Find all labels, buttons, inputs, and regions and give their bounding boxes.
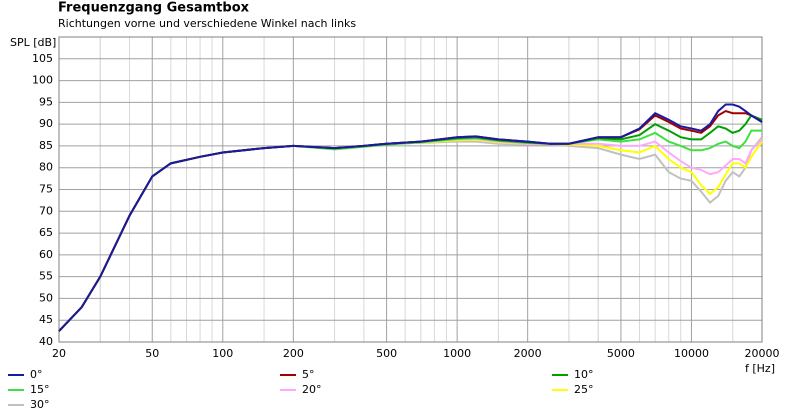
y-tick-label: 80 (39, 161, 53, 174)
chart-subtitle: Richtungen vorne und verschiedene Winkel… (58, 17, 356, 30)
x-tick-label: 500 (376, 347, 397, 360)
series-line (58, 129, 762, 332)
y-tick-label: 95 (39, 95, 53, 108)
y-tick-label: 60 (39, 248, 53, 261)
y-tick-label: 45 (39, 313, 53, 326)
legend-label: 25° (574, 383, 594, 396)
x-tick-label: 10000 (674, 347, 709, 360)
y-tick-label: 105 (32, 52, 53, 65)
x-tick-label: 2000 (514, 347, 542, 360)
legend-label: 30° (30, 398, 50, 411)
legend-label: 5° (302, 368, 315, 381)
chart-title: Frequenzgang Gesamtbox (58, 1, 250, 16)
legend-label: 20° (302, 383, 322, 396)
series-line (58, 103, 763, 332)
y-tick-label: 85 (39, 139, 53, 152)
legend-label: 15° (30, 383, 50, 396)
x-tick-label: 1000 (443, 347, 471, 360)
x-tick-label: 5000 (607, 347, 635, 360)
y-axis-label: SPL [dB] (10, 36, 56, 49)
x-axis-label: f [Hz] (745, 362, 775, 375)
y-tick-label: 75 (39, 183, 53, 196)
y-tick-label: 55 (39, 270, 53, 283)
x-tick-label: 200 (283, 347, 304, 360)
x-tick-label: 50 (145, 347, 159, 360)
y-tick-label: 40 (39, 335, 53, 348)
y-tick-label: 90 (39, 117, 53, 130)
y-tick-label: 100 (32, 74, 53, 87)
y-tick-label: 65 (39, 226, 53, 239)
x-tick-label: 20 (52, 347, 66, 360)
series-line (58, 136, 763, 332)
legend-label: 0° (30, 368, 43, 381)
y-tick-label: 70 (39, 204, 53, 217)
x-tick-label: 100 (212, 347, 233, 360)
x-tick-label: 20000 (745, 347, 780, 360)
legend-label: 10° (574, 368, 594, 381)
y-tick-label: 50 (39, 291, 53, 304)
plot-frame (58, 36, 763, 343)
